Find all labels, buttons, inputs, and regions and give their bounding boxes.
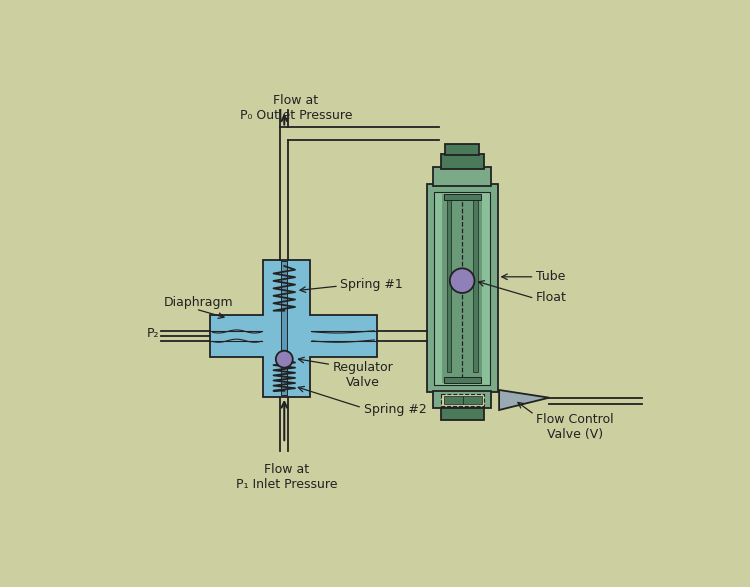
Polygon shape xyxy=(499,390,549,410)
Polygon shape xyxy=(473,195,478,372)
Polygon shape xyxy=(440,408,484,420)
Polygon shape xyxy=(446,144,479,155)
Polygon shape xyxy=(442,194,482,383)
Text: Float: Float xyxy=(536,291,567,304)
Polygon shape xyxy=(281,261,287,396)
Polygon shape xyxy=(440,154,484,169)
Text: Tube: Tube xyxy=(536,270,566,284)
Polygon shape xyxy=(433,391,491,408)
Polygon shape xyxy=(444,377,481,383)
Polygon shape xyxy=(444,396,463,404)
Text: Diaphragm: Diaphragm xyxy=(164,296,233,309)
Polygon shape xyxy=(209,260,377,397)
Text: Spring #2: Spring #2 xyxy=(364,403,426,416)
Text: Flow at
P₁ Inlet Pressure: Flow at P₁ Inlet Pressure xyxy=(236,463,338,491)
Circle shape xyxy=(276,350,292,367)
Polygon shape xyxy=(463,396,482,404)
Polygon shape xyxy=(444,194,481,200)
Text: Spring #1: Spring #1 xyxy=(340,278,404,291)
Polygon shape xyxy=(434,192,490,384)
Polygon shape xyxy=(427,184,497,392)
Circle shape xyxy=(450,268,475,293)
Text: Flow Control
Valve (V): Flow Control Valve (V) xyxy=(536,413,614,441)
Text: Flow at
P₀ Outlet Pressure: Flow at P₀ Outlet Pressure xyxy=(239,93,352,122)
Text: Regulator
Valve: Regulator Valve xyxy=(333,362,394,390)
Text: P₂: P₂ xyxy=(146,328,159,340)
Polygon shape xyxy=(433,167,491,186)
Polygon shape xyxy=(440,394,484,406)
Polygon shape xyxy=(447,195,452,372)
